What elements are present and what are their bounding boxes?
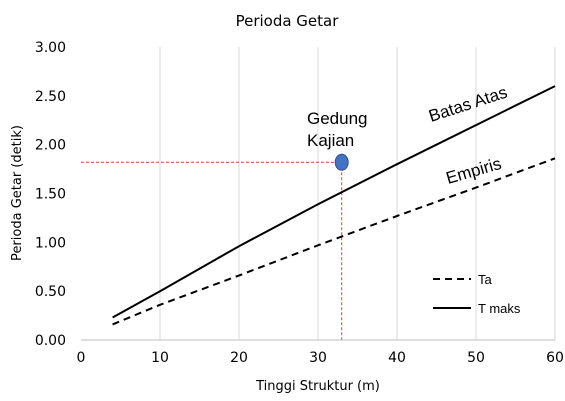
x-tick-label: 30 xyxy=(309,350,327,366)
x-tick-label: 60 xyxy=(546,350,564,366)
reference-lines xyxy=(81,161,343,340)
series-line-ta xyxy=(112,157,556,326)
line-annotations: Batas Atas Empiris xyxy=(426,83,509,188)
x-tick-label: 20 xyxy=(230,350,248,366)
legend-label: Ta xyxy=(478,272,493,287)
y-tick-label: 0.50 xyxy=(35,284,66,300)
gedung-kajian-point: Gedung Kajian xyxy=(307,109,368,171)
x-axis-label: Tinggi Struktur (m) xyxy=(255,379,380,394)
line-annotation: Batas Atas xyxy=(426,83,509,126)
point-label-line: Kajian xyxy=(307,131,354,150)
y-tick-labels: 0.00 0.50 1.00 1.50 2.00 2.50 3.00 xyxy=(35,40,66,349)
legend: Ta T maks xyxy=(433,272,521,316)
y-axis-label: Perioda Getar (detik) xyxy=(10,125,25,261)
chart-title: Perioda Getar xyxy=(236,12,340,30)
x-tick-label: 50 xyxy=(467,350,485,366)
line-annotation: Empiris xyxy=(444,154,504,188)
y-tick-label: 0.00 xyxy=(35,333,66,349)
y-tick-label: 1.50 xyxy=(35,187,66,203)
y-tick-label: 1.00 xyxy=(35,235,66,251)
x-tick-label: 10 xyxy=(151,350,169,366)
y-tick-label: 3.00 xyxy=(35,40,66,56)
y-tick-label: 2.00 xyxy=(35,138,66,154)
point-label-line: Gedung xyxy=(307,109,368,128)
series-line-t-maks xyxy=(112,85,556,319)
legend-label: T maks xyxy=(478,301,521,316)
x-tick-label: 0 xyxy=(77,350,86,366)
x-tick-labels: 0 10 20 30 40 50 60 xyxy=(77,350,564,366)
y-tick-label: 2.50 xyxy=(35,89,66,105)
x-tick-label: 40 xyxy=(388,350,406,366)
series-lines xyxy=(112,85,556,326)
data-point-marker xyxy=(334,153,349,171)
